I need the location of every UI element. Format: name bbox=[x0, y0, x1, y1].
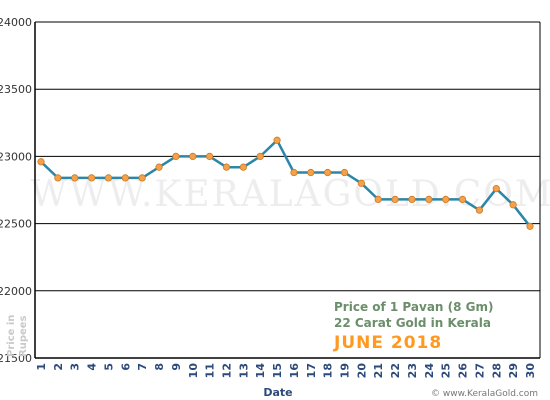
data-point-27 bbox=[475, 206, 484, 214]
x-tick-label-21: 21 bbox=[372, 363, 385, 378]
x-tick-label-5: 5 bbox=[102, 363, 115, 371]
x-tick-label-25: 25 bbox=[440, 363, 453, 378]
month-label: JUNE 2018 bbox=[333, 333, 442, 353]
x-tick-label-10: 10 bbox=[187, 363, 200, 379]
axes bbox=[34, 21, 541, 359]
data-point-30 bbox=[526, 222, 534, 230]
x-tick-label-4: 4 bbox=[86, 363, 99, 371]
x-tick-label-27: 27 bbox=[473, 363, 486, 378]
info-box: Price of 1 Pavan (8 Gm) 22 Carat Gold in… bbox=[333, 300, 494, 353]
x-tick-label-22: 22 bbox=[389, 363, 402, 378]
x-tick-label-3: 3 bbox=[69, 363, 82, 371]
x-tick-label-23: 23 bbox=[406, 363, 419, 378]
watermark-text: WWW.KERALAGOLD.COM bbox=[30, 174, 550, 215]
x-tick-label-13: 13 bbox=[237, 363, 250, 378]
data-point-4 bbox=[87, 174, 96, 182]
x-tick-label-1: 1 bbox=[35, 363, 48, 371]
y-tick-label-23000: 23000 bbox=[0, 150, 32, 163]
price-markers bbox=[37, 136, 534, 230]
data-point-3 bbox=[71, 174, 79, 182]
x-tick-label-18: 18 bbox=[322, 363, 335, 378]
data-point-15 bbox=[273, 136, 281, 144]
data-point-7 bbox=[138, 174, 146, 182]
x-axis-title: Date bbox=[263, 386, 292, 399]
data-point-29 bbox=[509, 201, 517, 209]
y-tick-labels: 21500 22000 22500 23000 23500 24000 bbox=[0, 16, 32, 365]
data-point-17 bbox=[307, 168, 315, 177]
data-point-13 bbox=[239, 163, 247, 171]
y-axis-title-line-2: Rupees bbox=[18, 315, 29, 357]
data-point-6 bbox=[121, 174, 129, 182]
x-tick-label-2: 2 bbox=[52, 363, 65, 371]
x-tick-label-16: 16 bbox=[288, 363, 301, 379]
data-point-16 bbox=[290, 168, 298, 177]
x-tick-label-12: 12 bbox=[220, 363, 233, 378]
x-tick-labels: 1 2 3 4 5 6 7 8 9 10 11 12 13 14 15 16 17 18 19 20 21 22 23 24 2… bbox=[35, 363, 537, 379]
info-line-2: 22 Carat Gold in Kerala bbox=[334, 316, 491, 330]
data-point-23 bbox=[408, 195, 416, 204]
data-point-24 bbox=[425, 195, 433, 204]
data-point-1 bbox=[37, 158, 45, 166]
data-point-18 bbox=[324, 168, 332, 177]
data-point-10 bbox=[189, 152, 197, 160]
x-tick-label-29: 29 bbox=[507, 363, 520, 378]
x-tick-label-24: 24 bbox=[423, 363, 436, 379]
watermark-layer: WWW.KERALAGOLD.COM bbox=[30, 174, 550, 215]
data-point-20 bbox=[357, 179, 365, 187]
y-tick-label-22500: 22500 bbox=[0, 218, 32, 231]
x-tick-label-6: 6 bbox=[119, 363, 132, 371]
y-tick-label-24000: 24000 bbox=[0, 16, 32, 29]
data-point-22 bbox=[391, 195, 399, 204]
data-point-5 bbox=[104, 174, 113, 182]
x-tick-label-9: 9 bbox=[170, 363, 183, 371]
data-point-28 bbox=[492, 185, 500, 193]
y-axis-title: Price in Rupees bbox=[6, 315, 29, 357]
y-axis-title-line-1: Price in bbox=[6, 315, 17, 357]
data-point-19 bbox=[340, 168, 349, 177]
data-point-8 bbox=[155, 163, 163, 171]
x-tick-label-28: 28 bbox=[490, 363, 503, 378]
data-point-9 bbox=[172, 152, 180, 160]
x-tick-label-30: 30 bbox=[524, 363, 537, 379]
data-point-25 bbox=[442, 195, 450, 204]
x-tick-label-7: 7 bbox=[136, 363, 149, 371]
data-point-14 bbox=[256, 152, 264, 160]
x-tick-label-26: 26 bbox=[457, 363, 470, 379]
data-point-26 bbox=[458, 195, 467, 204]
footer-credit: © www.KeralaGold.com bbox=[431, 389, 538, 399]
x-tick-label-17: 17 bbox=[305, 363, 318, 378]
x-tick-label-14: 14 bbox=[254, 363, 267, 379]
data-point-11 bbox=[206, 152, 214, 160]
x-tick-label-20: 20 bbox=[355, 363, 368, 379]
data-point-21 bbox=[374, 195, 382, 204]
y-tick-label-22000: 22000 bbox=[0, 285, 32, 298]
gridlines bbox=[35, 88, 540, 292]
data-point-2 bbox=[54, 174, 62, 182]
x-tick-label-19: 19 bbox=[339, 363, 352, 378]
x-tick-label-11: 11 bbox=[204, 363, 217, 378]
x-tick-label-8: 8 bbox=[153, 363, 166, 371]
y-tick-label-23500: 23500 bbox=[0, 83, 32, 96]
info-line-1: Price of 1 Pavan (8 Gm) bbox=[334, 300, 494, 314]
x-tick-label-15: 15 bbox=[271, 363, 284, 378]
data-point-12 bbox=[222, 163, 231, 171]
y-tick-label-21500: 21500 bbox=[0, 352, 32, 365]
